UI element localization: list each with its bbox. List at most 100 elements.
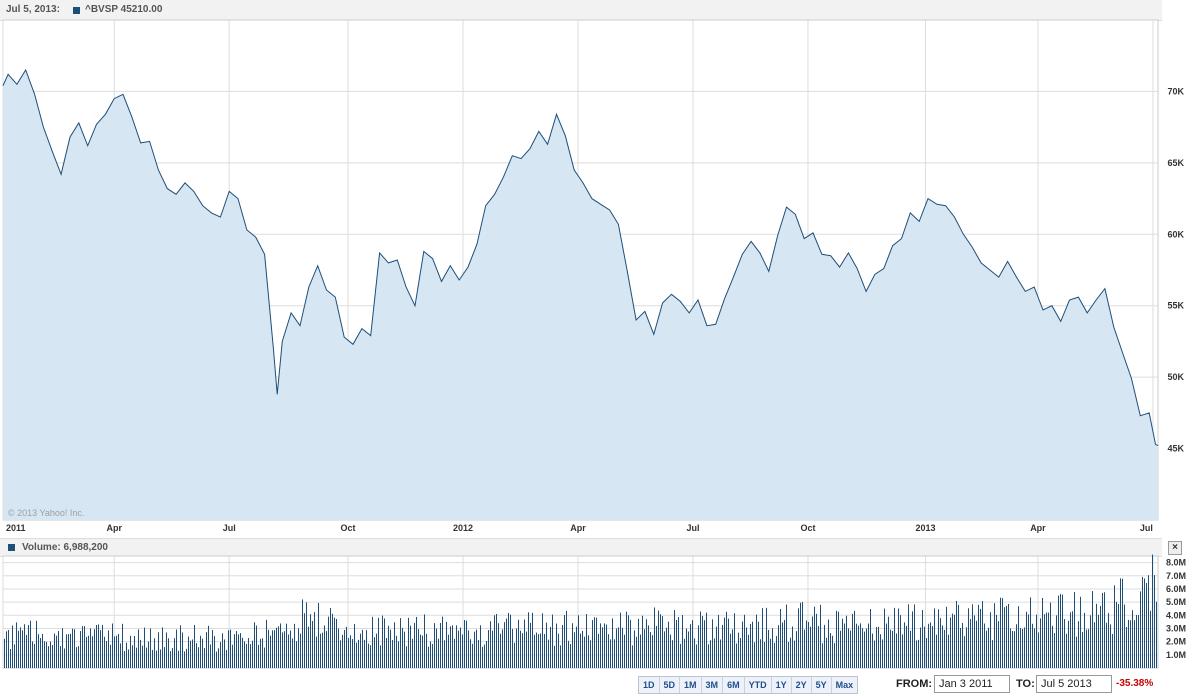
volume-bar xyxy=(1046,612,1047,668)
volume-bar xyxy=(256,625,257,668)
range-5y-button[interactable]: 5Y xyxy=(812,677,832,693)
volume-bar xyxy=(688,631,689,668)
volume-bar xyxy=(420,634,421,668)
volume-bar xyxy=(506,618,507,668)
volume-bar xyxy=(704,620,705,668)
volume-bar xyxy=(944,629,945,668)
volume-bar xyxy=(150,628,151,668)
volume-bar xyxy=(884,608,885,668)
volume-bar xyxy=(578,615,579,668)
volume-bar xyxy=(714,638,715,668)
range-3m-button[interactable]: 3M xyxy=(702,677,724,693)
volume-bar xyxy=(654,607,655,668)
volume-bar xyxy=(808,622,809,668)
volume-bar xyxy=(298,628,299,668)
volume-bar xyxy=(800,602,801,668)
to-date-input[interactable]: Jul 5 2013 xyxy=(1036,675,1112,693)
volume-bar xyxy=(508,612,509,668)
volume-bar xyxy=(86,636,87,668)
volume-bar xyxy=(424,614,425,668)
volume-bar xyxy=(872,633,873,668)
volume-bar xyxy=(10,649,11,668)
volume-bar xyxy=(282,632,283,668)
volume-bar xyxy=(6,631,7,668)
volume-bar xyxy=(42,633,43,668)
volume-bar xyxy=(532,612,533,668)
range-5d-button[interactable]: 5D xyxy=(660,677,681,693)
volume-bar xyxy=(370,645,371,668)
volume-bar xyxy=(490,621,491,668)
volume-bar xyxy=(318,602,319,668)
volume-bar xyxy=(1122,578,1123,668)
volume-bar xyxy=(502,629,503,668)
range-ytd-button[interactable]: YTD xyxy=(745,677,772,693)
volume-bar xyxy=(1086,629,1087,668)
volume-bar xyxy=(734,613,735,668)
volume-bar xyxy=(154,638,155,668)
volume-bar xyxy=(934,608,935,668)
volume-bar xyxy=(182,632,183,668)
volume-bar xyxy=(1142,576,1143,668)
volume-bar xyxy=(300,633,301,668)
volume-bar xyxy=(974,615,975,668)
volume-bar xyxy=(698,625,699,668)
volume-bar xyxy=(896,633,897,668)
volume-bar xyxy=(270,635,271,668)
volume-bar xyxy=(1056,615,1057,668)
volume-bar xyxy=(16,622,17,668)
volume-bar xyxy=(1112,633,1113,668)
range-2y-button[interactable]: 2Y xyxy=(792,677,812,693)
volume-bar xyxy=(996,614,997,668)
range-1y-button[interactable]: 1Y xyxy=(772,677,792,693)
volume-bar xyxy=(516,628,517,668)
volume-bar xyxy=(278,626,279,668)
volume-bar xyxy=(406,646,407,668)
volume-bar xyxy=(806,620,807,668)
volume-bar xyxy=(518,619,519,668)
volume-bar xyxy=(858,625,859,668)
volume-bar xyxy=(696,644,697,668)
volume-bars xyxy=(4,554,1157,668)
range-max-button[interactable]: Max xyxy=(835,680,854,690)
volume-bar xyxy=(762,608,763,668)
volume-bar xyxy=(238,634,239,668)
volume-bar xyxy=(254,622,255,668)
volume-bar xyxy=(606,624,607,668)
volume-bar xyxy=(350,635,351,668)
volume-bar xyxy=(58,631,59,668)
volume-bar xyxy=(178,650,179,668)
volume-bar xyxy=(76,647,77,668)
from-date-input[interactable]: Jan 3 2011 xyxy=(934,675,1010,693)
volume-bar xyxy=(574,632,575,668)
volume-bar xyxy=(468,630,469,668)
volume-bar xyxy=(888,616,889,668)
volume-bar xyxy=(90,628,91,668)
range-1d-button[interactable]: 1D xyxy=(639,677,660,693)
range-6m-button[interactable]: 6M xyxy=(723,677,745,693)
volume-bar xyxy=(330,608,331,668)
range-1m-button[interactable]: 1M xyxy=(680,677,702,693)
close-volume-button[interactable]: × xyxy=(1168,541,1182,555)
volume-bar xyxy=(216,651,217,668)
volume-bar xyxy=(922,610,923,668)
volume-bar xyxy=(354,624,355,668)
volume-bar xyxy=(1008,603,1009,668)
volume-bar xyxy=(1148,575,1149,668)
volume-bar xyxy=(648,625,649,668)
volume-bar xyxy=(850,630,851,668)
volume-bar xyxy=(74,629,75,668)
volume-bar xyxy=(360,633,361,668)
volume-bar xyxy=(84,626,85,668)
volume-bar xyxy=(444,640,445,668)
volume-bar xyxy=(274,630,275,668)
volume-bar xyxy=(1094,622,1095,668)
volume-bar xyxy=(1100,605,1101,668)
volume-bar xyxy=(750,623,751,668)
volume-bar xyxy=(590,640,591,668)
volume-bar xyxy=(552,614,553,668)
volume-bar xyxy=(14,644,15,668)
volume-bar xyxy=(114,636,115,668)
volume-bar xyxy=(618,627,619,668)
price-ytick-label: 50K xyxy=(1167,372,1184,382)
volume-bar xyxy=(232,644,233,668)
